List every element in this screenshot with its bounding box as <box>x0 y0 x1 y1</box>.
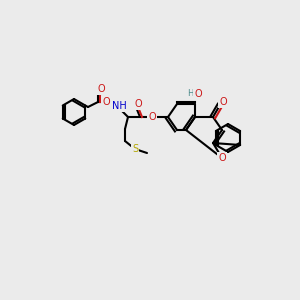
Text: O: O <box>219 97 227 107</box>
Text: S: S <box>132 144 138 154</box>
Text: O: O <box>102 97 110 107</box>
Text: O: O <box>148 112 156 122</box>
Text: O: O <box>218 153 226 163</box>
Text: O: O <box>134 99 142 109</box>
Text: H: H <box>187 89 193 98</box>
Text: O: O <box>97 84 105 94</box>
Text: O: O <box>194 89 202 99</box>
Text: NH: NH <box>112 101 126 111</box>
